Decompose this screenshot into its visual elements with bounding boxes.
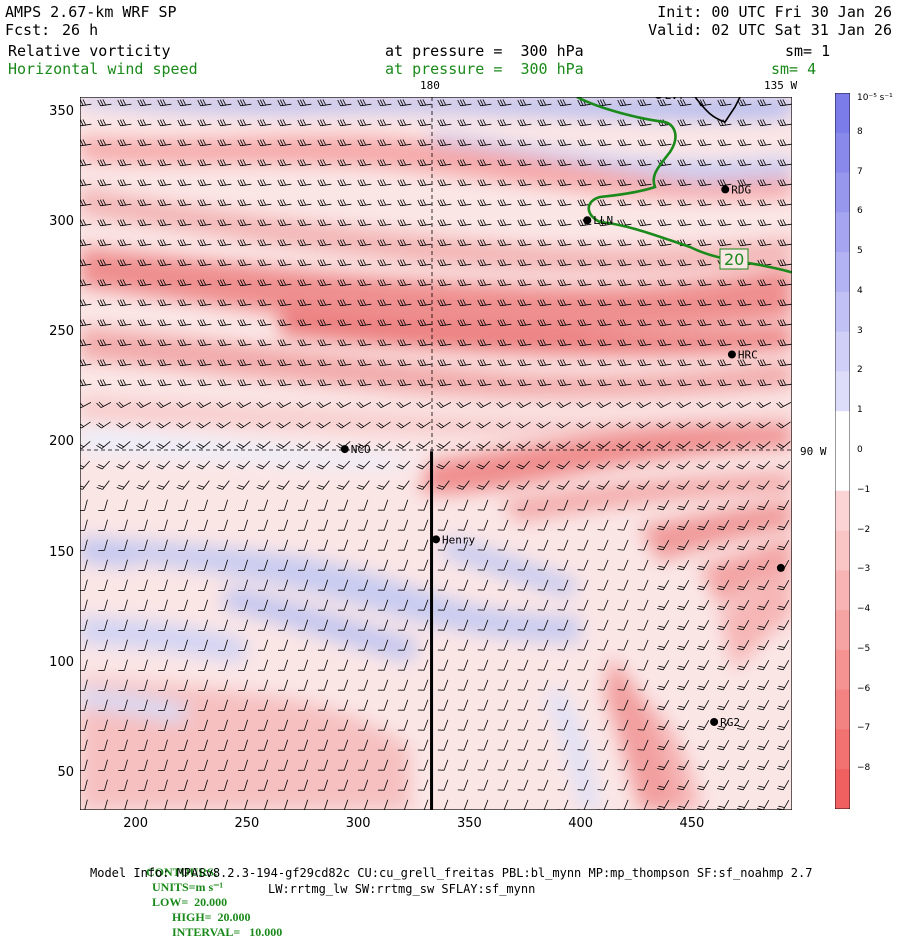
colorbar-cell [835,729,850,770]
colorbar-tick-label: −6 [857,683,871,694]
y-tick-label: 250 [49,324,74,340]
station-dot [727,350,736,359]
meridian-180-label: 180 [420,79,440,92]
station-dot [776,563,785,572]
colorbar-tick-label: −8 [857,763,871,774]
valid-time: Valid: 02 UTC Sat 31 Jan 26 [648,21,892,39]
contours-label: CONTOURS: [146,865,218,879]
station-label: LLN [593,214,613,227]
colorbar-tick-label: 6 [857,206,863,217]
wind-barb-paths [80,99,792,810]
station-dot [432,535,440,544]
field2-level: at pressure = 300 hPa [385,60,584,78]
colorbar-cell [835,212,850,253]
colorbar-tick-label: 1 [857,405,863,416]
colorbar-tick-label: −5 [857,643,871,654]
station-dot [583,216,592,225]
x-tick-label: 200 [123,816,149,831]
field1-smoothing: sm= 1 [785,42,831,60]
field1-name: Relative vorticity [8,42,171,60]
colorbar-tick-label: 3 [857,325,863,336]
y-tick-label: 200 [49,434,74,450]
y-tick-label: 300 [49,214,74,230]
station-label: RDG [731,183,751,196]
colorbar-tick-label: 2 [857,365,863,376]
init-time: Init: 00 UTC Fri 30 Jan 26 [657,3,892,21]
field2-smoothing: sm= 4 [771,60,817,78]
colorbar-cell [835,371,850,412]
y-tick-label: 100 [49,654,74,670]
forecast-label: Fcst: [5,21,51,39]
colorbar-tick-label: −7 [857,723,871,734]
x-tick-label: 400 [568,816,594,831]
colorbar-cell [835,570,850,611]
y-tick-label: 150 [49,544,74,560]
colorbar-cell [835,490,850,532]
colorbar-cell [835,610,850,651]
forecast-hours: 26 h [62,21,99,39]
colorbar-cell [835,689,850,730]
station-label: NCO [351,443,371,456]
colorbar-tick-label: −3 [857,564,871,575]
coastline [694,97,741,123]
x-tick-label: 450 [679,816,705,831]
colorbar-cell [835,172,850,213]
station-dot [710,717,719,726]
colorbar-tick-label: 5 [857,246,863,257]
colorbar-tick-label: −2 [857,524,871,535]
colorbar-cell [835,411,850,452]
field1-level: at pressure = 300 hPa [385,42,584,60]
x-tick-label: 250 [234,816,260,831]
colorbar-units: 10⁻⁵ s⁻¹ [857,93,893,103]
colorbar-cell [835,530,850,571]
contour-label-box [719,248,749,270]
station-dot [721,185,730,194]
contours-high: HIGH= 20.000 [172,910,251,924]
colorbar-cell [835,649,850,691]
model-title: AMPS 2.67-km WRF SP [5,3,177,21]
model-info: Model Info: MPASv8.2.3-194-gf29cd82c CU:… [90,866,813,880]
field2-name: Horizontal wind speed [8,60,198,78]
meridian-135w-label: 135 W [764,79,798,92]
colorbar-cell [835,291,850,333]
colorbar-cell [835,252,850,293]
station-dot [340,445,349,454]
model-info-physics: LW:rrtmg_lw SW:rrtmg_sw SFLAY:sf_mynn [268,882,536,896]
wind-barbs [80,99,792,810]
station-label: Henry [442,533,475,546]
colorbar [835,93,850,809]
x-tick-label: 350 [456,816,482,831]
colorbar-tick-label: 0 [857,445,863,455]
contour-label: 20 [724,250,744,269]
colorbar-tick-label: 8 [857,126,863,137]
colorbar-cell [835,331,850,372]
x-tick-label: 300 [345,816,371,831]
colorbar-tick-label: 4 [857,285,863,296]
station-markers: LVT RDG LLN HRC NCO Henry RG2 [340,97,785,729]
meridian-90w-label: 90 W [800,445,827,458]
colorbar-cell [835,451,850,492]
colorbar-cell [835,769,850,809]
contours-units: UNITS=m s⁻¹ [152,880,224,894]
y-tick-label: 350 [49,104,74,120]
contours-interval: INTERVAL= 10.000 [172,925,283,939]
contours-low: LOW= 20.000 [152,895,228,909]
colorbar-tick-label: 7 [857,166,863,177]
station-label: RG2 [720,716,740,729]
colorbar-tick-label: −1 [857,484,871,495]
station-label: LVT [665,97,685,102]
vorticity-wind-map: 20 LVT RDG LLN HRC NCO Henry RG2 [80,97,792,810]
colorbar-tick-label: −4 [857,604,871,615]
colorbar-cell [835,93,850,134]
y-tick-label: 50 [57,764,74,780]
colorbar-cell [835,132,850,174]
station-label: HRC [738,348,758,361]
